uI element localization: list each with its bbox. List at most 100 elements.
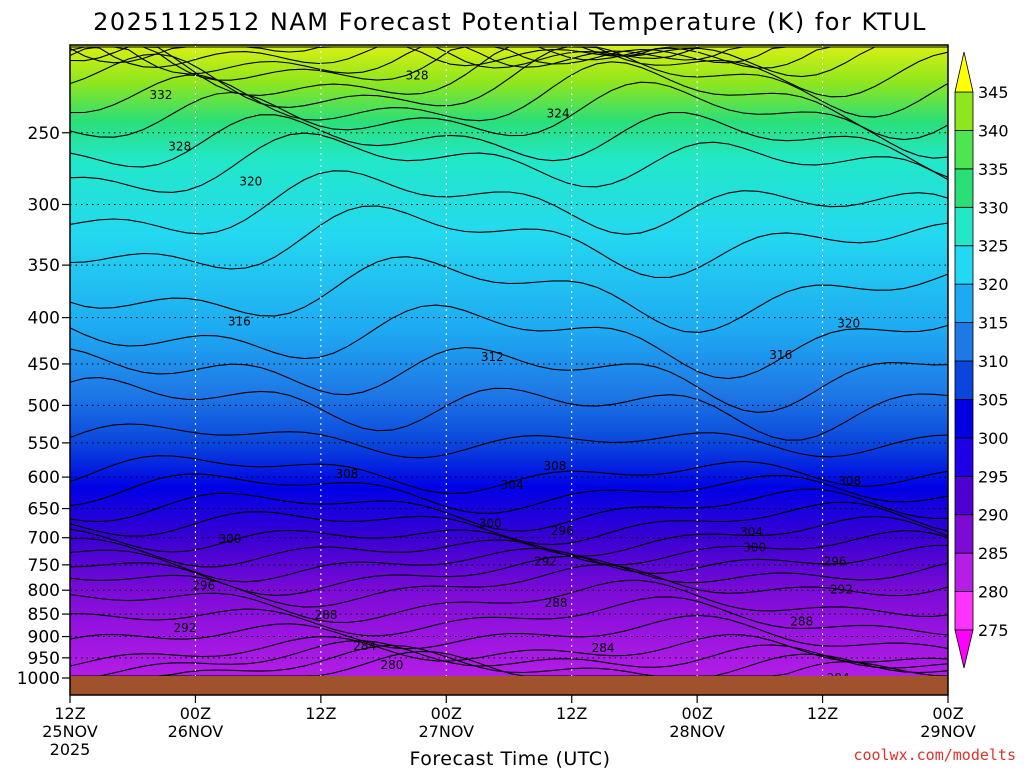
colorbar-bottom-arrow — [954, 629, 974, 669]
contour-line — [69, 596, 949, 637]
plot-background — [70, 45, 948, 678]
contour-label: 308 — [336, 467, 359, 481]
plot-frame — [69, 44, 949, 696]
contour-line — [69, 501, 949, 546]
ground-surface — [70, 676, 948, 695]
x-tick-label: 12Z — [556, 704, 587, 723]
x-tick-label: 12Z — [807, 704, 838, 723]
y-tick-label: 250 — [28, 124, 60, 144]
colorbar: 275 280 285 290 295 300 305 310 315 320 325 330 335 3… — [954, 51, 1009, 669]
colorbar-segment — [954, 437, 974, 477]
contour-label: 296 — [824, 555, 847, 569]
grid-lines — [69, 45, 949, 679]
contour-label: 296 — [192, 578, 215, 592]
colorbar-segment — [954, 322, 974, 362]
y-tick-label: 800 — [28, 581, 60, 601]
y-tick-label: 400 — [28, 309, 60, 329]
contour-label: 328 — [168, 140, 191, 154]
colorbar-tick-label: 295 — [978, 467, 1009, 486]
y-tick-label: 650 — [28, 500, 60, 520]
contour-label: 304 — [501, 478, 524, 492]
contour-label: 300 — [743, 541, 766, 555]
credit-text: coolwx.com/modelts — [853, 746, 1016, 764]
x-tick-date: 28NOV — [669, 722, 725, 741]
contour-line — [69, 256, 949, 333]
colorbar-segment — [954, 130, 974, 170]
colorbar-tick-label: 330 — [978, 198, 1009, 217]
contour-line — [69, 614, 949, 650]
contour-labels: 328 332 324 328 320 316 320 312 316 308 308 304 308 3… — [149, 68, 861, 685]
colorbar-segment — [954, 514, 974, 554]
colorbar-segment — [954, 168, 974, 208]
contour-label: 280 — [380, 658, 403, 672]
colorbar-top-arrow — [954, 51, 974, 93]
colorbar-tick-label: 325 — [978, 237, 1009, 256]
y-tick-label: 750 — [28, 556, 60, 576]
colorbar-tick-label: 300 — [978, 429, 1009, 448]
y-tick-label: 550 — [28, 434, 60, 454]
contour-lines — [69, 46, 949, 677]
contour-label: 284 — [592, 641, 615, 655]
colorbar-segment — [954, 91, 974, 131]
y-tick-label: 600 — [28, 468, 60, 488]
contour-label: 320 — [239, 175, 262, 189]
contour-line — [69, 555, 949, 596]
chart-title: 2025112512 NAM Forecast Potential Temper… — [93, 8, 927, 36]
x-tick-label: 00Z — [180, 704, 211, 723]
y-tick-label: 500 — [28, 396, 60, 416]
contour-line — [69, 515, 949, 557]
contour-label: 292 — [830, 582, 853, 596]
contour-line — [69, 346, 949, 413]
contour-line — [69, 455, 949, 495]
y-tick-label: 450 — [28, 355, 60, 375]
contour-line — [69, 46, 948, 67]
colorbar-segment — [954, 399, 974, 439]
contour-label: 300 — [479, 516, 502, 530]
contour-label: 288 — [790, 614, 813, 628]
x-tick-label: 12Z — [305, 704, 336, 723]
contour-label: 328 — [406, 68, 429, 82]
x-tick-label: 00Z — [431, 704, 462, 723]
colorbar-tick-label: 340 — [978, 121, 1009, 140]
x-tick-year: 2025 — [50, 740, 91, 759]
colorbar-tick-label: 310 — [978, 352, 1009, 371]
contour-line — [69, 488, 949, 532]
colorbar-tick-label: 305 — [978, 390, 1009, 409]
y-tick-label: 300 — [28, 195, 60, 215]
contour-label: 332 — [149, 88, 172, 102]
contour-line — [70, 640, 949, 677]
colorbar-tick-label: 335 — [978, 160, 1009, 179]
contour-label: 308 — [544, 459, 567, 473]
contour-line — [69, 112, 949, 178]
contour-label: 304 — [740, 525, 763, 539]
contour-label: 300 — [218, 532, 241, 546]
contour-label: 288 — [545, 596, 568, 610]
contour-line — [69, 544, 949, 583]
contour-line — [69, 170, 949, 235]
colorbar-tick-label: 320 — [978, 275, 1009, 294]
contour-line — [69, 205, 949, 279]
contour-label: 308 — [838, 474, 861, 488]
colorbar-segment — [954, 283, 974, 323]
contour-line — [70, 46, 948, 75]
contour-line — [69, 423, 949, 459]
contour-label: 316 — [228, 315, 251, 329]
contour-line — [69, 633, 949, 667]
contour-label: 312 — [481, 350, 504, 364]
colorbar-segment — [954, 591, 974, 631]
x-tick-label: 00Z — [932, 704, 963, 723]
contour-label: 316 — [769, 348, 792, 362]
contour-label: 296 — [551, 524, 574, 538]
contour-line — [70, 530, 949, 568]
contour-line — [69, 46, 949, 118]
x-tick-label: 12Z — [54, 704, 85, 723]
y-tick-label: 1000 — [17, 669, 60, 689]
colorbar-segment — [954, 206, 974, 247]
y-tick-label: 950 — [28, 649, 60, 669]
contour-line — [69, 473, 949, 514]
contour-label: 292 — [174, 621, 197, 635]
y-tick-label: 700 — [28, 529, 60, 549]
contour-line — [69, 304, 949, 380]
